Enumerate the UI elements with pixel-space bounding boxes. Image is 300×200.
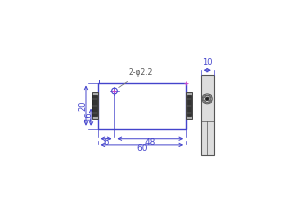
Text: 48: 48 xyxy=(145,138,156,147)
Circle shape xyxy=(202,94,212,104)
Bar xyxy=(201,75,214,155)
Bar xyxy=(186,92,192,119)
Text: 60: 60 xyxy=(136,144,148,153)
Circle shape xyxy=(203,95,206,97)
Bar xyxy=(98,83,186,129)
Text: 6: 6 xyxy=(103,138,109,147)
Circle shape xyxy=(209,100,212,103)
Bar xyxy=(187,95,191,116)
Circle shape xyxy=(209,95,212,97)
Circle shape xyxy=(112,88,117,94)
Text: 20: 20 xyxy=(78,100,87,111)
Circle shape xyxy=(204,95,211,102)
Text: 16: 16 xyxy=(84,112,93,122)
Circle shape xyxy=(203,100,206,103)
Circle shape xyxy=(206,97,209,101)
Text: 10: 10 xyxy=(202,58,212,67)
Bar xyxy=(92,92,98,119)
Bar xyxy=(92,95,97,116)
Text: 2-φ2.2: 2-φ2.2 xyxy=(119,68,153,87)
